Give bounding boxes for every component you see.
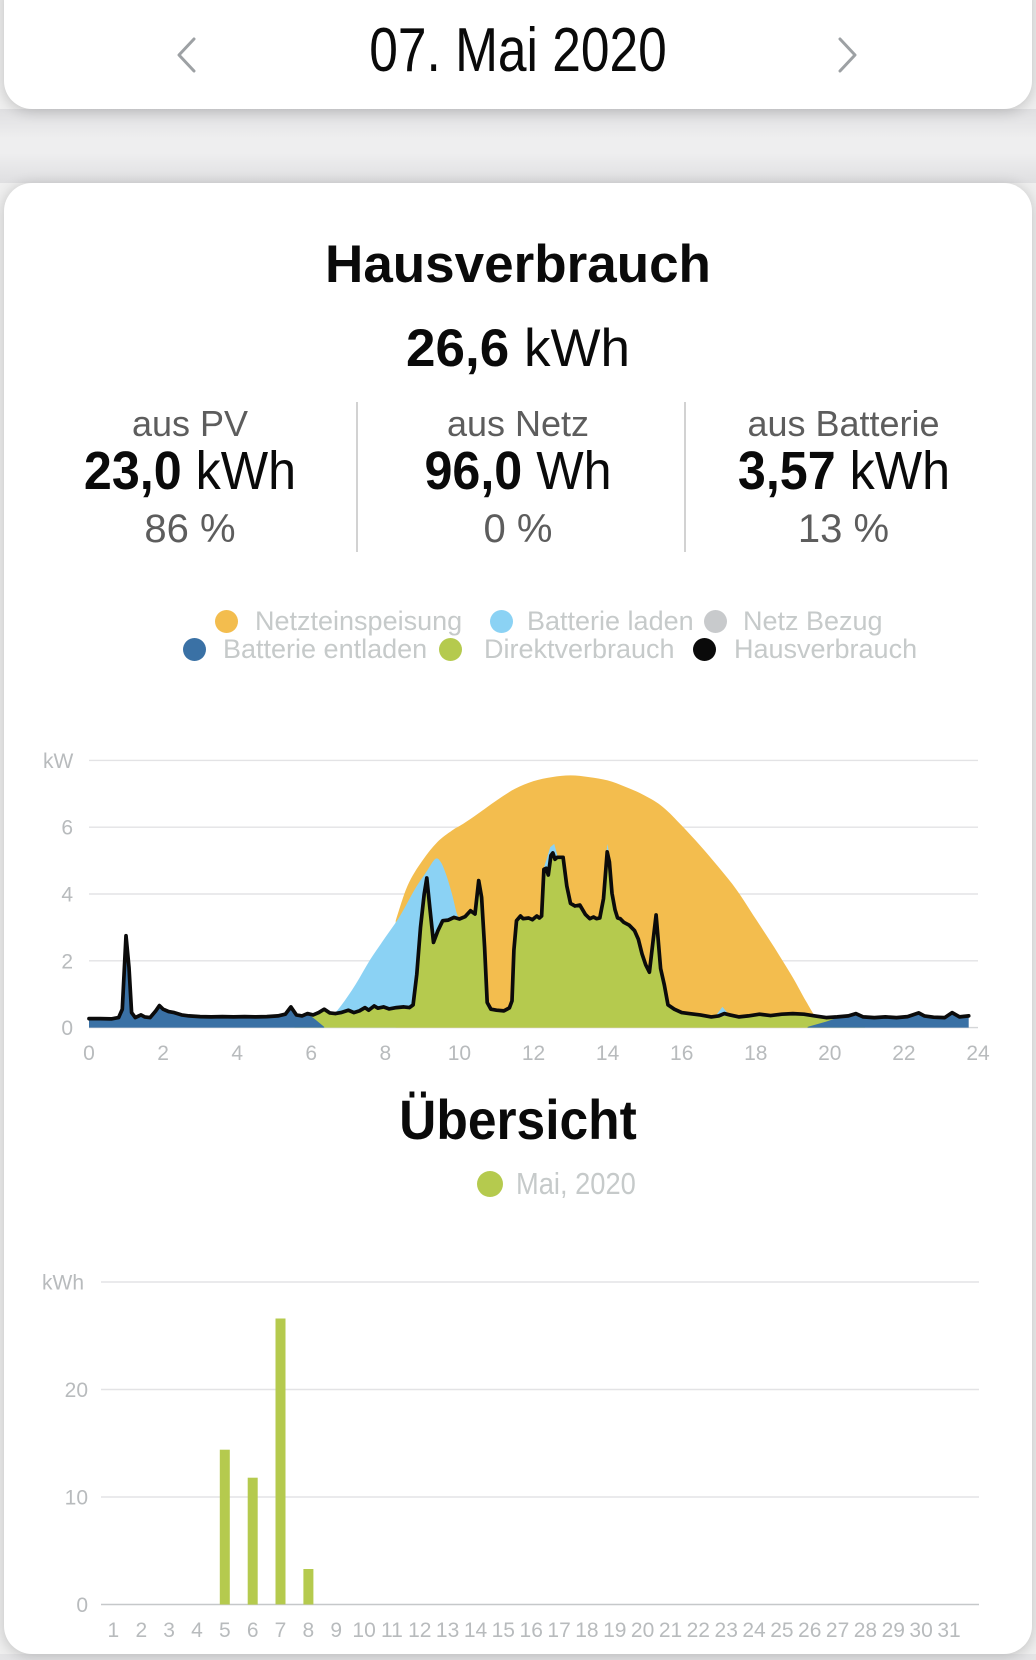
svg-text:15: 15 xyxy=(492,1619,515,1642)
svg-text:7: 7 xyxy=(275,1619,287,1642)
svg-text:0: 0 xyxy=(76,1594,88,1617)
svg-text:8: 8 xyxy=(379,1042,391,1065)
svg-text:2: 2 xyxy=(157,1042,169,1065)
svg-text:24: 24 xyxy=(966,1042,990,1065)
svg-text:30: 30 xyxy=(909,1619,932,1642)
svg-text:26: 26 xyxy=(798,1619,821,1642)
svg-text:12: 12 xyxy=(522,1042,545,1065)
svg-text:kWh: kWh xyxy=(42,1272,84,1295)
svg-text:6: 6 xyxy=(61,817,73,840)
svg-text:kW: kW xyxy=(43,750,74,773)
svg-text:10: 10 xyxy=(448,1042,471,1065)
svg-text:16: 16 xyxy=(670,1042,693,1065)
svg-text:5: 5 xyxy=(219,1619,231,1642)
svg-text:14: 14 xyxy=(596,1042,620,1065)
svg-text:27: 27 xyxy=(826,1619,849,1642)
svg-text:20: 20 xyxy=(818,1042,841,1065)
svg-text:13: 13 xyxy=(436,1619,459,1642)
svg-text:2: 2 xyxy=(135,1619,147,1642)
svg-text:12: 12 xyxy=(408,1619,431,1642)
svg-text:18: 18 xyxy=(575,1619,598,1642)
svg-text:0: 0 xyxy=(61,1017,73,1040)
svg-text:29: 29 xyxy=(882,1619,905,1642)
svg-text:1: 1 xyxy=(108,1619,120,1642)
svg-text:20: 20 xyxy=(631,1619,654,1642)
svg-text:10: 10 xyxy=(352,1619,375,1642)
svg-text:0: 0 xyxy=(83,1042,95,1065)
svg-text:17: 17 xyxy=(547,1619,570,1642)
svg-text:6: 6 xyxy=(305,1042,317,1065)
svg-text:18: 18 xyxy=(744,1042,767,1065)
svg-text:11: 11 xyxy=(381,1619,403,1642)
svg-text:31: 31 xyxy=(937,1619,960,1642)
svg-text:20: 20 xyxy=(65,1379,88,1402)
svg-text:14: 14 xyxy=(464,1619,488,1642)
svg-text:21: 21 xyxy=(659,1619,682,1642)
svg-text:4: 4 xyxy=(231,1042,243,1065)
svg-text:23: 23 xyxy=(715,1619,738,1642)
svg-text:4: 4 xyxy=(61,884,73,907)
svg-text:9: 9 xyxy=(330,1619,342,1642)
svg-text:22: 22 xyxy=(892,1042,915,1065)
svg-text:3: 3 xyxy=(163,1619,175,1642)
svg-text:24: 24 xyxy=(742,1619,766,1642)
svg-text:2: 2 xyxy=(61,950,73,973)
svg-text:8: 8 xyxy=(303,1619,315,1642)
svg-text:19: 19 xyxy=(603,1619,626,1642)
svg-text:10: 10 xyxy=(65,1487,88,1510)
svg-text:22: 22 xyxy=(687,1619,710,1642)
svg-text:16: 16 xyxy=(520,1619,543,1642)
svg-text:4: 4 xyxy=(191,1619,203,1642)
svg-text:25: 25 xyxy=(770,1619,793,1642)
svg-text:6: 6 xyxy=(247,1619,259,1642)
svg-text:28: 28 xyxy=(854,1619,877,1642)
